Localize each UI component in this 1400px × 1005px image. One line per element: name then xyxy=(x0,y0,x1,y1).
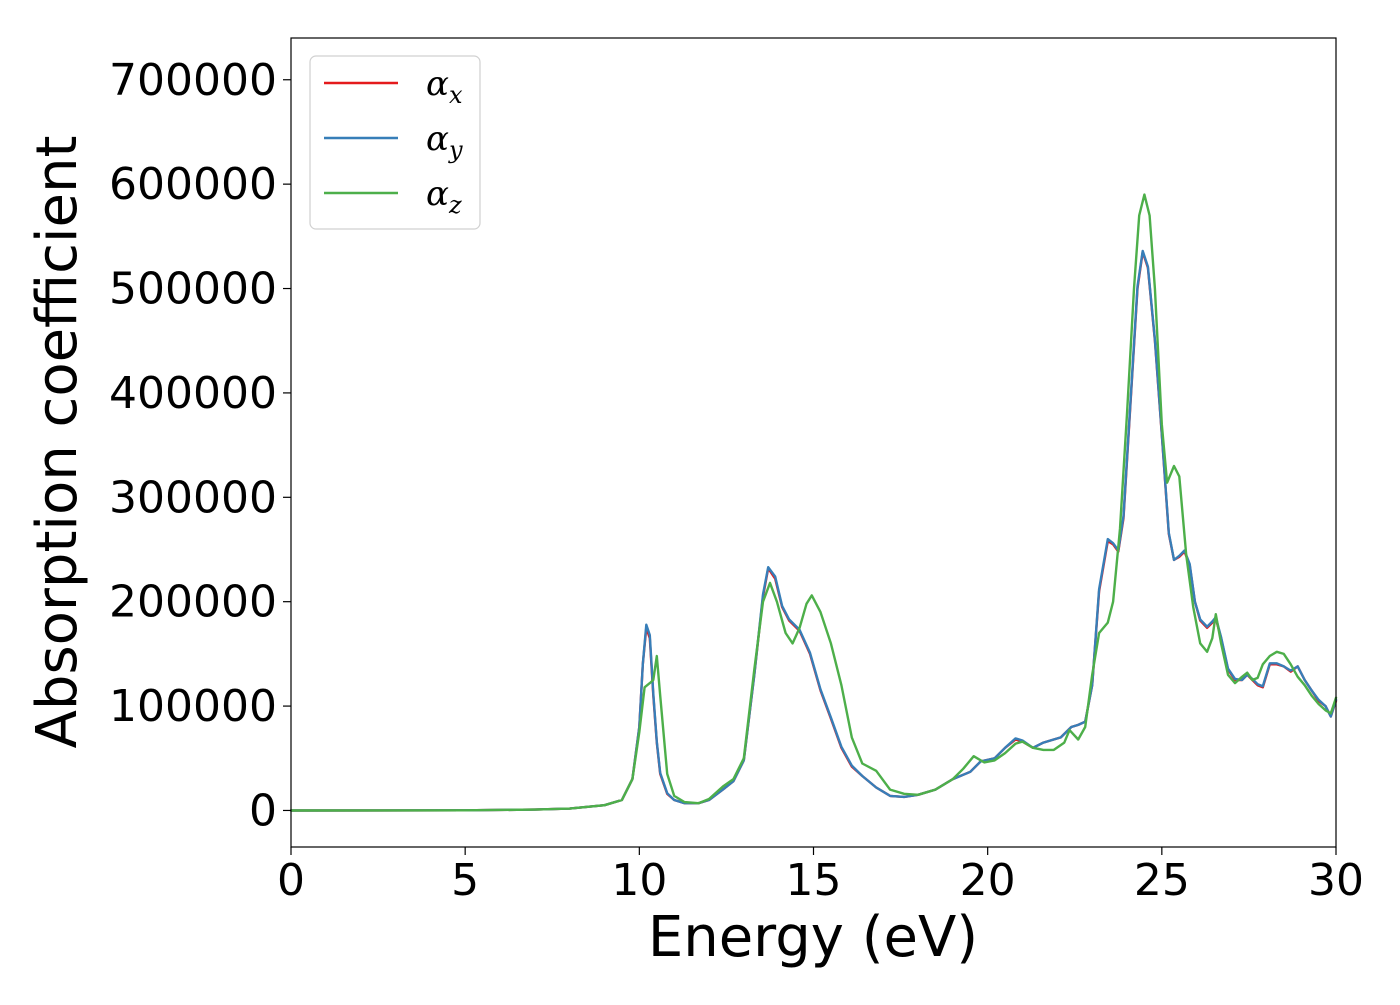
y-axis-title: Absorption coefficient xyxy=(25,136,90,749)
x-tick-label: 10 xyxy=(611,855,667,906)
x-tick-label: 15 xyxy=(786,855,842,906)
x-tick-label: 20 xyxy=(960,855,1016,906)
x-tick-label: 5 xyxy=(451,855,479,906)
series-line-z xyxy=(289,193,1338,812)
legend-label-y: αy xyxy=(426,119,463,164)
x-tick-label: 25 xyxy=(1134,855,1190,906)
legend-label-x: αx xyxy=(426,64,463,109)
y-tick-label: 100000 xyxy=(109,681,277,732)
legend-box xyxy=(309,55,481,230)
legend-items: αx αy αz xyxy=(324,64,463,219)
y-tick-label: 300000 xyxy=(109,472,277,523)
y-tick-label: 600000 xyxy=(109,159,277,210)
x-tick-label: 30 xyxy=(1308,855,1364,906)
x-axis-title: Energy (eV) xyxy=(648,905,978,970)
x-tick-label: 0 xyxy=(277,855,305,906)
y-tick-label: 700000 xyxy=(109,55,277,106)
y-tick-label: 500000 xyxy=(109,264,277,315)
legend: αx αy αz xyxy=(309,55,481,230)
y-tick-label: 400000 xyxy=(109,368,277,419)
x-axis-ticks: 0 5 10 15 20 25 30 xyxy=(277,847,1364,906)
y-tick-label: 200000 xyxy=(109,577,277,628)
series-layer xyxy=(289,193,1338,812)
y-axis-ticks: 0 100000 200000 300000 400000 500000 600000 700… xyxy=(109,55,291,836)
legend-label-z: αz xyxy=(426,174,462,219)
y-tick-label: 0 xyxy=(249,785,277,836)
